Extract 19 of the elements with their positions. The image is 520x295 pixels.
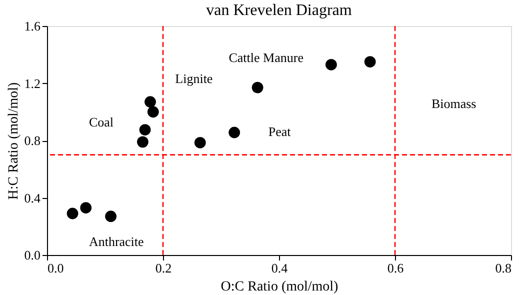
annotation: Lignite	[175, 70, 213, 86]
x-tick-label: 0.0	[48, 260, 64, 276]
annotation: Coal	[88, 114, 114, 130]
annotation: Anthracite	[88, 234, 144, 250]
x-tick-label: 0.8	[495, 260, 512, 276]
annotation: Biomass	[431, 96, 476, 112]
y-axis-title: H:C Ratio (mol/mol)	[6, 82, 22, 200]
y-tick-label: 0.8	[24, 133, 40, 148]
x-axis-title: O:C Ratio (mol/mol)	[220, 280, 339, 294]
x-tick-label: 0.2	[155, 260, 172, 276]
annotation: Peat	[268, 124, 292, 139]
x-tick-label: 0.6	[387, 260, 404, 276]
y-tick-label: 1.2	[24, 76, 40, 91]
chart-title: van Krevelen Diagram	[206, 2, 352, 19]
y-tick-label: 0.0	[24, 248, 40, 262]
x-tick-label: 0.4	[271, 260, 288, 276]
y-tick-label: 0.4	[24, 190, 41, 206]
y-tick-label: 1.6	[24, 18, 41, 34]
annotation: Cattle Manure	[228, 50, 304, 66]
